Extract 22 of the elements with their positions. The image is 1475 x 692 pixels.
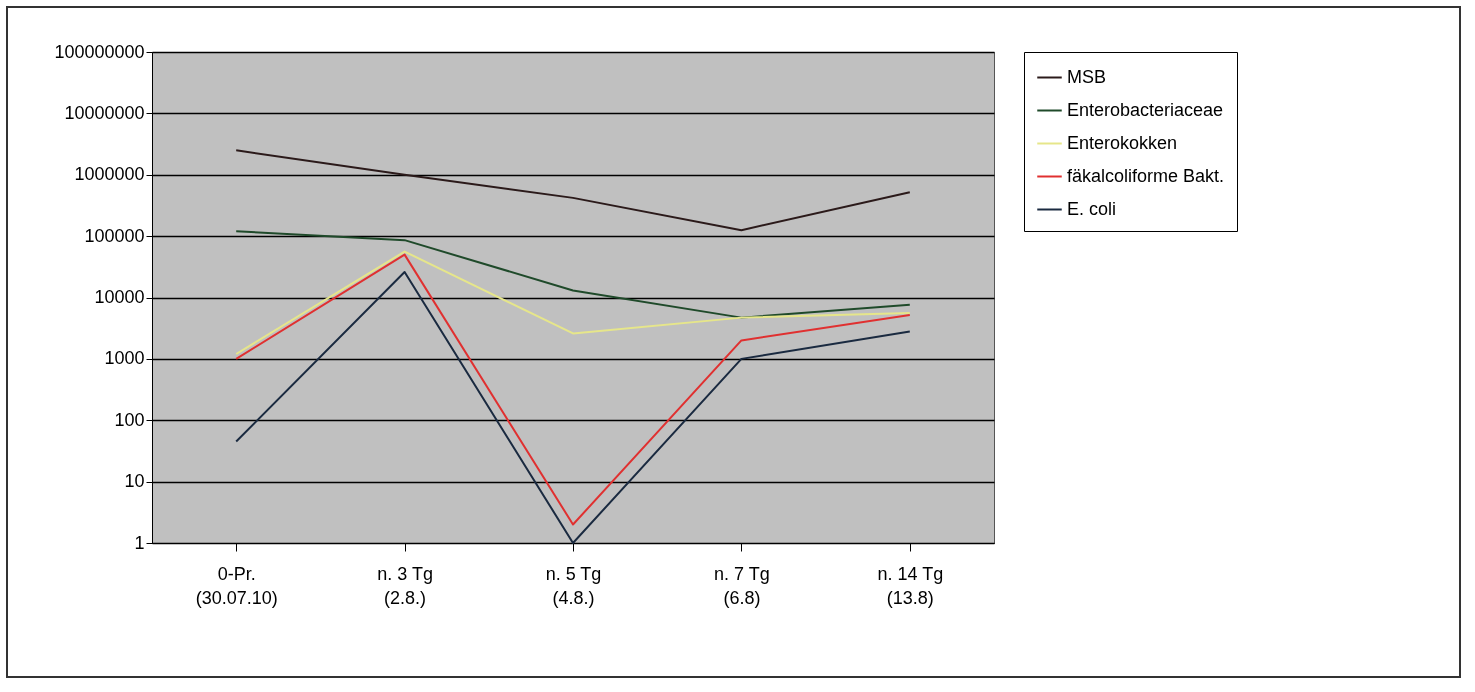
- x-tick-label: n. 7 Tg (6.8): [714, 563, 770, 608]
- legend-label: MSB: [1067, 66, 1107, 87]
- y-tick-label: 100000000: [54, 41, 145, 62]
- y-tick-label: 100: [114, 409, 145, 430]
- legend-label: fäkalcoliforme Bakt.: [1067, 165, 1225, 186]
- legend-label: E. coli: [1067, 198, 1117, 219]
- line-series: [235, 230, 911, 319]
- y-tick-label: 10000: [94, 287, 145, 307]
- x-tick-label: 0-Pr. (30.07.10): [195, 563, 278, 608]
- x-tick-label: n. 14 Tg (13.8): [877, 563, 944, 608]
- x-tick-label: n. 3 Tg (2.8.): [377, 563, 433, 608]
- y-tick-label: 1: [134, 532, 145, 553]
- y-tick-label: 100000: [84, 225, 145, 246]
- legend-label: Enterokokken: [1067, 132, 1178, 153]
- legend-label: Enterobacteriaceae: [1067, 99, 1224, 120]
- x-tick-label: n. 5 Tg (4.8.): [545, 563, 602, 608]
- y-tick-label: 10: [124, 471, 145, 492]
- y-tick-label: 1000000: [74, 164, 145, 185]
- line-series: [235, 250, 911, 356]
- y-tick-label: 1000: [104, 348, 145, 369]
- y-tick-label: 10000000: [64, 102, 145, 123]
- line-series: [235, 149, 911, 232]
